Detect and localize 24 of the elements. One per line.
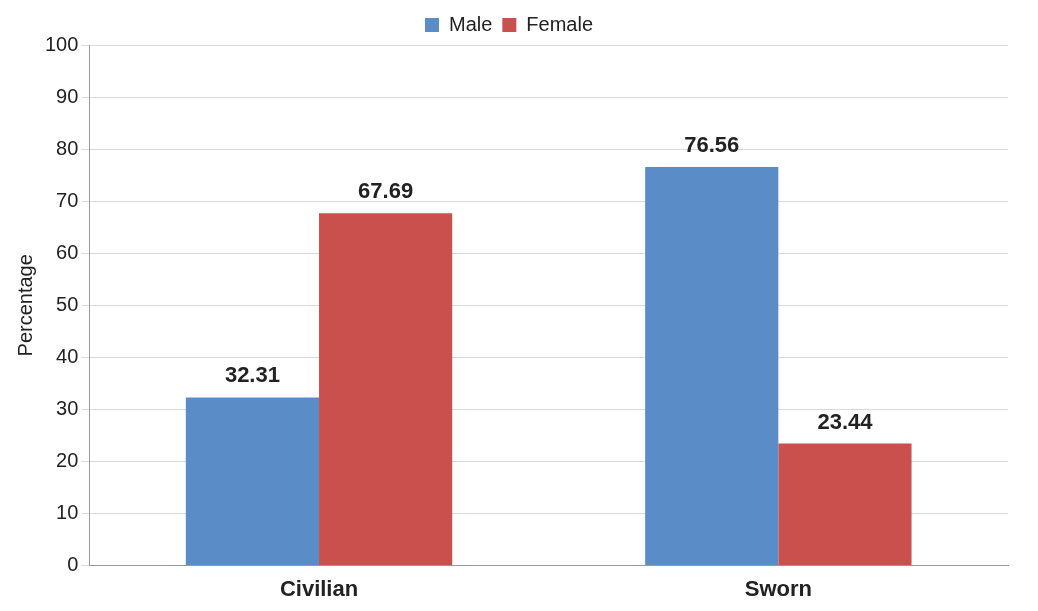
data-label: 32.31 xyxy=(224,362,280,388)
y-tick-label: 90 xyxy=(56,84,79,107)
bar xyxy=(185,397,320,566)
legend-label: Female xyxy=(526,12,594,35)
y-tick-label: 40 xyxy=(56,344,79,367)
data-label: 76.56 xyxy=(684,132,740,158)
y-tick-label: 100 xyxy=(44,32,79,55)
y-axis-title: Percentage xyxy=(13,254,36,357)
bar xyxy=(645,167,779,566)
x-tick-label: Civilian xyxy=(279,575,359,601)
y-tick-label: 10 xyxy=(56,501,79,524)
data-label: 23.44 xyxy=(817,408,874,434)
y-tick-label: 80 xyxy=(56,136,79,159)
data-label: 67.69 xyxy=(358,178,414,204)
bar xyxy=(778,443,912,566)
y-tick-label: 0 xyxy=(67,553,79,576)
y-tick-label: 20 xyxy=(56,449,79,471)
y-tick-label: 60 xyxy=(56,240,79,263)
x-tick-label: Sworn xyxy=(744,575,812,601)
legend-label: Male xyxy=(448,12,493,35)
y-tick-label: 50 xyxy=(56,292,79,315)
y-tick-label: 70 xyxy=(56,188,79,211)
bar xyxy=(319,213,453,566)
y-tick-label: 30 xyxy=(56,396,79,419)
